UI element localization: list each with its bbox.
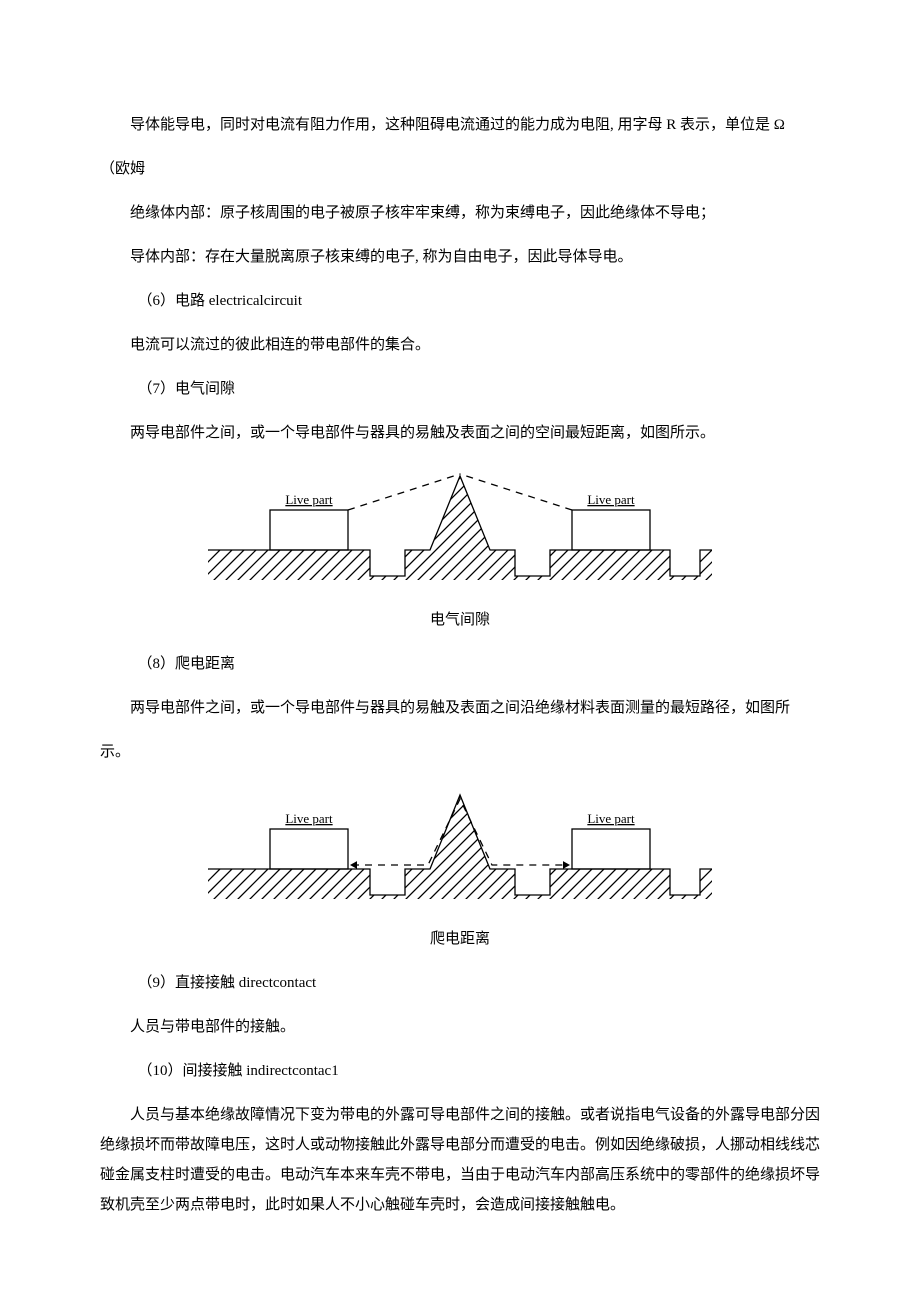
paragraph: 电流可以流过的彼此相连的带电部件的集合。 [100,330,820,360]
svg-text:Live part: Live part [587,811,635,826]
heading-7: （7）电气间隙 [100,374,820,404]
heading-8: （8）爬电距离 [100,649,820,679]
clearance-diagram: Live part Live part [100,462,820,597]
heading-6: （6）电路 electricalcircuit [100,286,820,316]
heading-9: （9）直接接触 directcontact [100,968,820,998]
clearance-caption: 电气间隙 [100,605,820,635]
paragraph: 人员与基本绝缘故障情况下变为带电的外露可导电部件之间的接触。或者说指电气设备的外… [100,1100,820,1220]
creepage-diagram: Live part Live part [100,781,820,916]
svg-text:Live part: Live part [285,492,333,507]
heading-10: （10）间接接触 indirectcontac1 [100,1056,820,1086]
paragraph-cont: 示。 [100,737,820,767]
svg-text:Live part: Live part [587,492,635,507]
paragraph: （欧姆 [100,154,820,184]
paragraph: 绝缘体内部：原子核周围的电子被原子核牢牢束缚，称为束缚电子，因此绝缘体不导电； [100,198,820,228]
paragraph: 导体内部：存在大量脱离原子核束缚的电子, 称为自由电子，因此导体导电。 [100,242,820,272]
paragraph: 两导电部件之间，或一个导电部件与器具的易触及表面之间沿绝缘材料表面测量的最短路径… [100,693,820,723]
document-page: 导体能导电，同时对电流有阻力作用，这种阻碍电流通过的能力成为电阻, 用字母 R … [0,0,920,1301]
svg-text:Live part: Live part [285,811,333,826]
creepage-caption: 爬电距离 [100,924,820,954]
paragraph: 人员与带电部件的接触。 [100,1012,820,1042]
paragraph: 两导电部件之间，或一个导电部件与器具的易触及表面之间的空间最短距离，如图所示。 [100,418,820,448]
paragraph: 导体能导电，同时对电流有阻力作用，这种阻碍电流通过的能力成为电阻, 用字母 R … [100,110,820,140]
